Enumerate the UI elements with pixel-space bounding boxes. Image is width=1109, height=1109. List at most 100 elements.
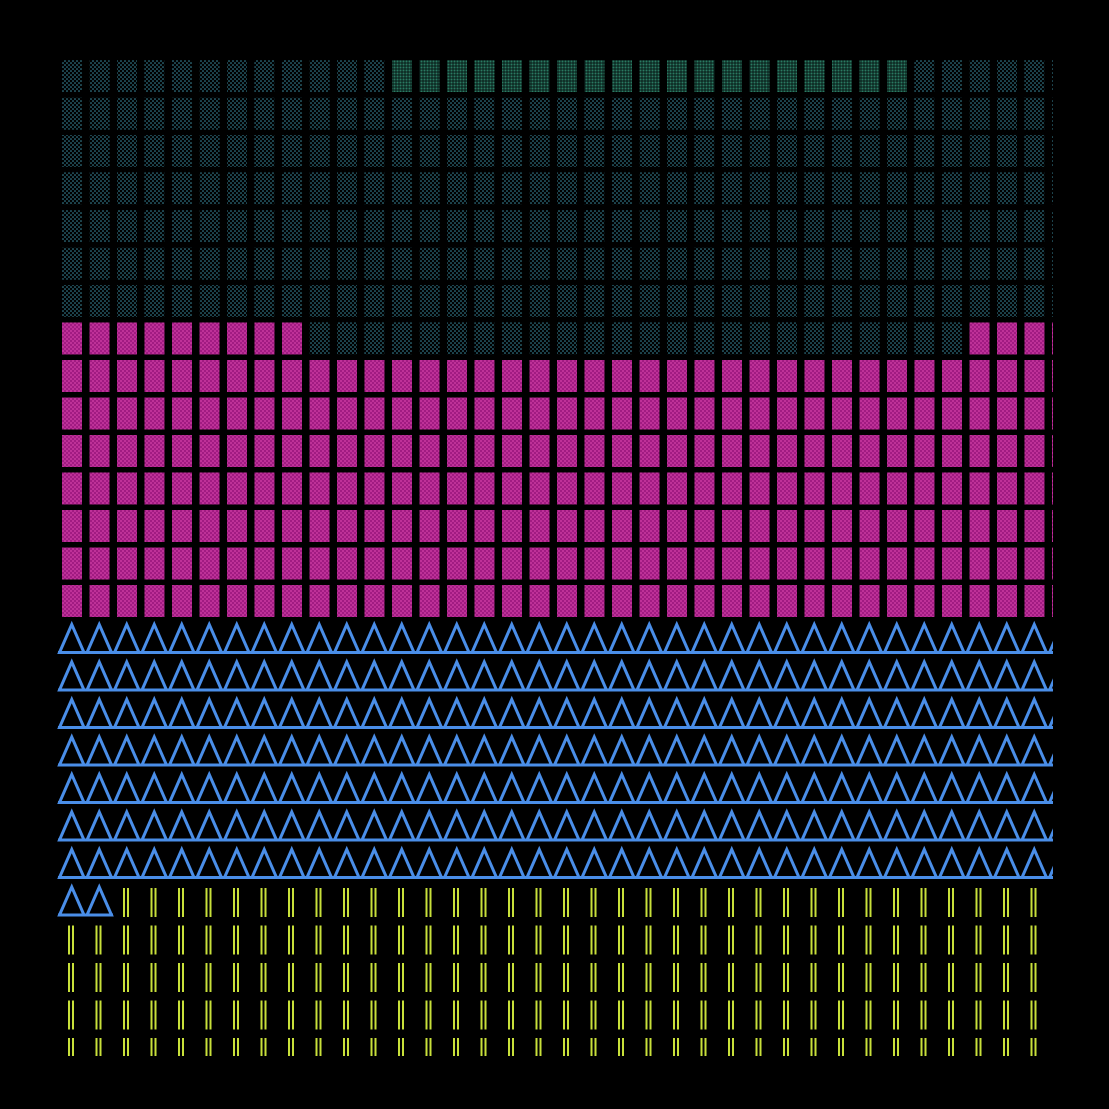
magenta-cell: [1024, 472, 1045, 505]
magenta-cell: [254, 472, 275, 505]
magenta-cell: [942, 397, 962, 430]
cyan-cell: [859, 285, 880, 317]
cyan-cell: [1052, 285, 1053, 317]
cyan-cell: [392, 247, 412, 280]
cyan-cell: [612, 210, 632, 242]
cyan-cell: [584, 247, 605, 280]
magenta-cell: [282, 397, 302, 430]
magenta-cell: [199, 322, 220, 355]
cyan-cell: [502, 97, 522, 130]
cyan-cell: [722, 322, 742, 355]
cyan-cell: [749, 285, 770, 317]
cyan-cell: [502, 322, 522, 355]
magenta-cell: [529, 360, 550, 392]
magenta-cell: [804, 547, 825, 580]
magenta-cell: [199, 510, 220, 542]
magenta-cell: [942, 360, 962, 392]
cyan-cell: [254, 247, 275, 280]
cyan-cell: [89, 60, 110, 92]
cyan-cell: [447, 322, 467, 355]
magenta-cell: [89, 397, 110, 430]
teal-cell: [612, 60, 632, 92]
cyan-cell: [309, 285, 330, 317]
cyan-cell: [832, 285, 852, 317]
magenta-cell: [144, 585, 165, 617]
teal-cell: [804, 60, 825, 92]
cyan-cell: [804, 247, 825, 280]
cyan-cell: [997, 60, 1017, 92]
cyan-cell: [667, 210, 687, 242]
magenta-cell: [529, 585, 550, 617]
magenta-cell: [722, 585, 742, 617]
magenta-cell: [419, 547, 440, 580]
magenta-cell: [337, 472, 357, 505]
magenta-cell: [282, 472, 302, 505]
magenta-cell: [447, 472, 467, 505]
cyan-cell: [694, 172, 715, 205]
magenta-cell: [502, 360, 522, 392]
cyan-cell: [419, 247, 440, 280]
cyan-cell: [1052, 247, 1053, 280]
cyan-cell: [832, 210, 852, 242]
cyan-cell: [667, 135, 687, 167]
magenta-cell: [144, 322, 165, 355]
cyan-cell: [612, 247, 632, 280]
magenta-cell: [832, 435, 852, 467]
cyan-cell: [667, 285, 687, 317]
cyan-cell: [1024, 60, 1045, 92]
magenta-cell: [502, 472, 522, 505]
cyan-cell: [474, 135, 495, 167]
magenta-cell: [859, 585, 880, 617]
magenta-cell: [254, 322, 275, 355]
magenta-cell: [694, 435, 715, 467]
magenta-cell: [557, 547, 577, 580]
magenta-cell: [749, 435, 770, 467]
cyan-cell: [364, 60, 385, 92]
magenta-cell: [887, 585, 907, 617]
cyan-cell: [887, 172, 907, 205]
cyan-cell: [502, 135, 522, 167]
magenta-cell: [777, 397, 797, 430]
magenta-cell: [749, 547, 770, 580]
magenta-cell: [969, 547, 990, 580]
magenta-cell: [804, 397, 825, 430]
cyan-cell: [557, 322, 577, 355]
magenta-cell: [722, 472, 742, 505]
cyan-cell: [969, 97, 990, 130]
magenta-cell: [694, 360, 715, 392]
magenta-cell: [584, 360, 605, 392]
magenta-cell: [364, 472, 385, 505]
magenta-cell: [557, 510, 577, 542]
magenta-cell: [474, 360, 495, 392]
cyan-cell: [914, 60, 935, 92]
cyan-cell: [887, 135, 907, 167]
magenta-cell: [997, 472, 1017, 505]
magenta-cell: [722, 510, 742, 542]
cyan-cell: [227, 135, 247, 167]
cyan-cell: [804, 97, 825, 130]
cyan-cell: [832, 172, 852, 205]
magenta-cell: [117, 510, 137, 542]
cyan-cell: [612, 97, 632, 130]
magenta-cell: [969, 472, 990, 505]
magenta-cell: [1024, 585, 1045, 617]
magenta-cell: [227, 360, 247, 392]
magenta-cell: [62, 472, 82, 505]
magenta-cell: [62, 397, 82, 430]
cyan-cell: [749, 322, 770, 355]
cyan-cell: [282, 97, 302, 130]
cyan-cell: [254, 172, 275, 205]
magenta-cell: [529, 510, 550, 542]
cyan-cell: [89, 172, 110, 205]
magenta-cell: [419, 397, 440, 430]
magenta-cell: [62, 322, 82, 355]
cyan-cell: [914, 172, 935, 205]
cyan-cell: [749, 210, 770, 242]
magenta-cell: [584, 510, 605, 542]
cyan-cell: [419, 97, 440, 130]
cyan-cell: [364, 322, 385, 355]
magenta-cell: [777, 472, 797, 505]
cyan-cell: [282, 285, 302, 317]
magenta-cell: [612, 547, 632, 580]
cyan-cell: [337, 172, 357, 205]
